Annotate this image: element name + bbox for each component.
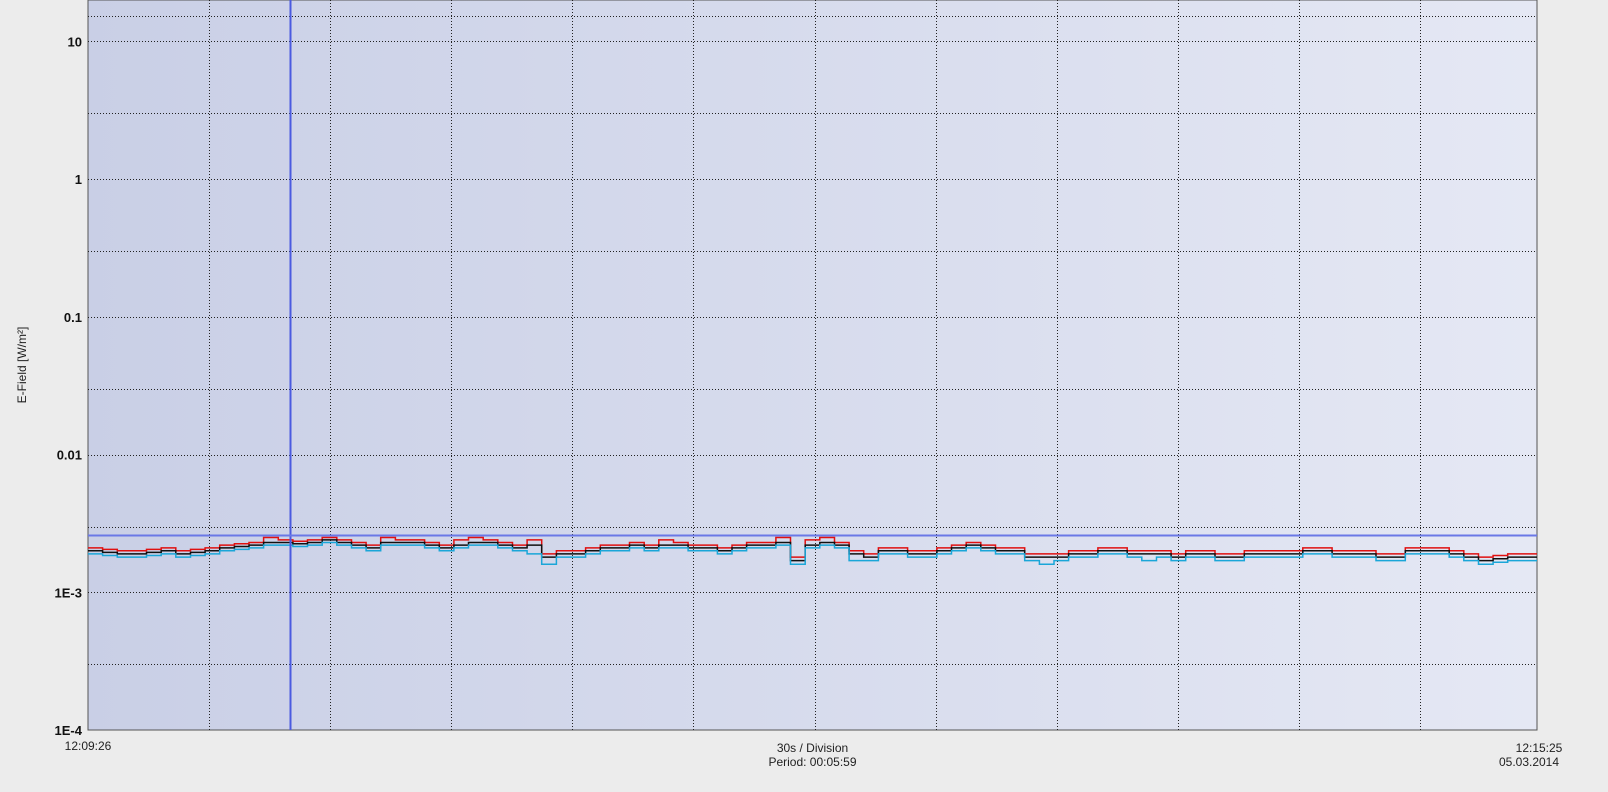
cursor-group[interactable] — [88, 0, 1537, 730]
y-tick-label: 0.01 — [57, 448, 82, 463]
x-axis-division-label: 30s / Division — [777, 741, 848, 755]
y-tick-label: 1E-4 — [55, 723, 83, 738]
y-axis-ticks: 10 1 0.1 0.01 1E-3 1E-4 — [55, 34, 83, 738]
x-axis-start-label: 12:09:26 — [65, 739, 112, 753]
plot-area[interactable] — [87, 0, 1538, 731]
y-tick-label: 1E-3 — [55, 585, 82, 600]
y-axis-label: E-Field [W/m²] — [15, 327, 29, 404]
series-line-3 — [88, 541, 1537, 565]
y-tick-label: 1 — [75, 172, 82, 187]
series-line-1 — [88, 536, 1537, 558]
series-group — [88, 536, 1537, 565]
y-tick-label: 0.1 — [64, 310, 82, 325]
x-axis-end-date-label: 05.03.2014 — [1499, 755, 1559, 769]
x-axis-period-label: Period: 00:05:59 — [768, 755, 856, 769]
y-tick-label: 10 — [68, 34, 82, 49]
x-axis-end-time-label: 12:15:25 — [1516, 741, 1563, 755]
